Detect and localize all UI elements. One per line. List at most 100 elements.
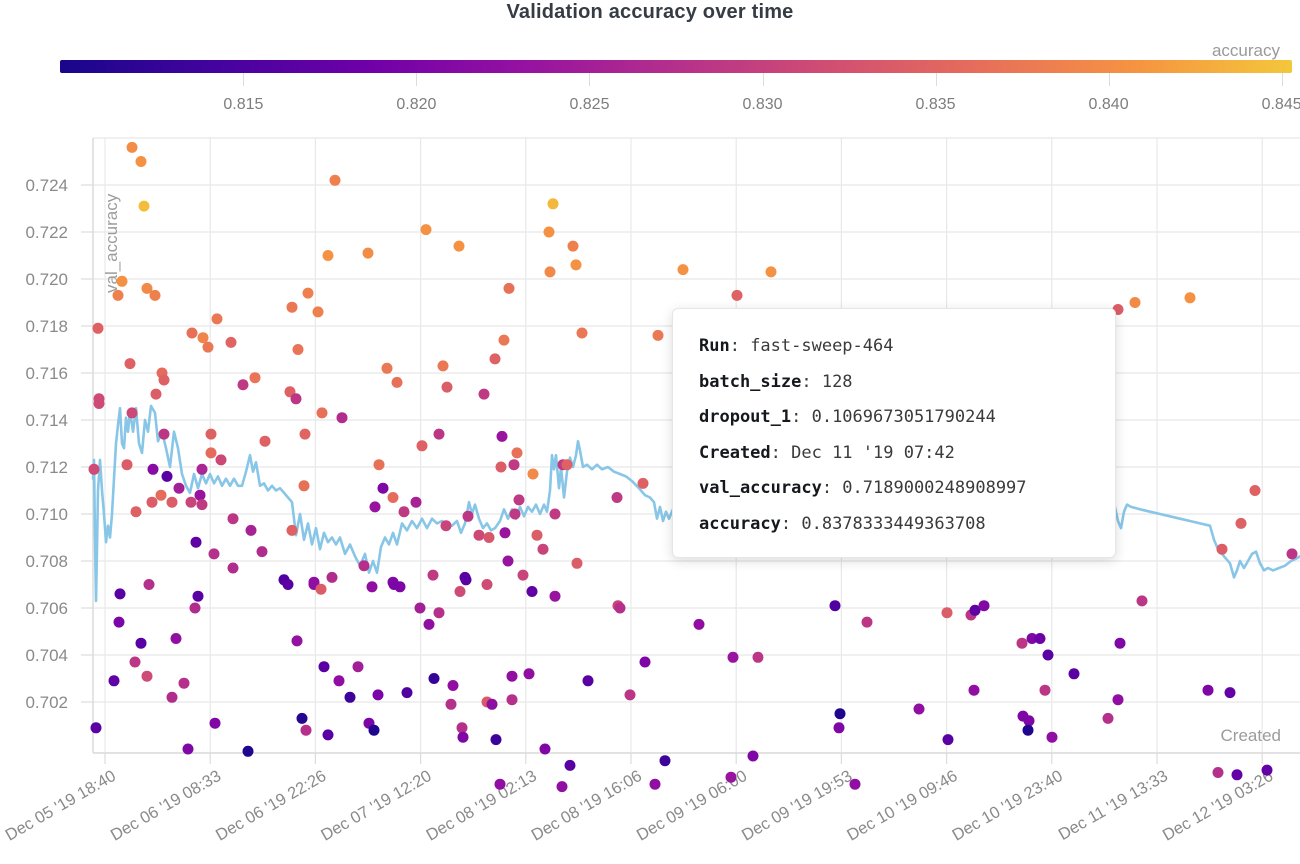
scatter-point[interactable]: [441, 381, 453, 393]
scatter-point[interactable]: [447, 680, 459, 691]
scatter-point[interactable]: [326, 571, 338, 583]
scatter-point[interactable]: [373, 459, 385, 471]
scatter-point[interactable]: [302, 287, 314, 299]
scatter-point[interactable]: [182, 743, 194, 755]
scatter-point[interactable]: [242, 745, 254, 757]
scatter-point[interactable]: [1249, 485, 1261, 496]
scatter-point[interactable]: [494, 778, 506, 790]
scatter-point[interactable]: [478, 388, 490, 400]
scatter-point[interactable]: [166, 691, 178, 703]
scatter-point[interactable]: [624, 689, 636, 701]
scatter-point[interactable]: [1016, 637, 1028, 649]
scatter-point[interactable]: [173, 482, 185, 494]
scatter-point[interactable]: [352, 661, 364, 673]
scatter-point[interactable]: [245, 524, 257, 536]
scatter-point[interactable]: [537, 543, 549, 555]
scatter-point[interactable]: [141, 670, 153, 682]
scatter-point[interactable]: [570, 259, 582, 271]
scatter-point[interactable]: [391, 376, 403, 388]
scatter-point[interactable]: [456, 722, 468, 734]
scatter-point[interactable]: [215, 454, 227, 466]
scatter-point[interactable]: [462, 510, 474, 522]
scatter-point[interactable]: [437, 360, 449, 372]
scatter-point[interactable]: [322, 729, 334, 741]
scatter-point[interactable]: [196, 463, 208, 475]
scatter-point[interactable]: [539, 743, 551, 755]
scatter-point[interactable]: [158, 428, 170, 440]
scatter-point[interactable]: [1026, 633, 1038, 644]
scatter-point[interactable]: [523, 668, 535, 680]
scatter-point[interactable]: [549, 590, 561, 602]
scatter-point[interactable]: [410, 496, 422, 508]
scatter-point[interactable]: [329, 174, 341, 186]
scatter-point[interactable]: [141, 282, 153, 294]
scatter-point[interactable]: [1224, 687, 1236, 699]
scatter-point[interactable]: [170, 633, 182, 644]
scatter-point[interactable]: [1112, 694, 1124, 706]
scatter-point[interactable]: [511, 447, 523, 459]
scatter-point[interactable]: [158, 374, 170, 386]
scatter-point[interactable]: [561, 459, 573, 471]
scatter-point[interactable]: [300, 724, 312, 736]
scatter-point[interactable]: [1022, 724, 1034, 736]
scatter-point[interactable]: [202, 341, 214, 353]
scatter-point[interactable]: [130, 506, 142, 518]
scatter-point[interactable]: [483, 532, 495, 543]
scatter-point[interactable]: [1231, 769, 1243, 781]
scatter-point[interactable]: [205, 428, 217, 440]
scatter-point[interactable]: [1023, 715, 1035, 727]
scatter-point[interactable]: [124, 358, 136, 370]
scatter-point[interactable]: [401, 687, 413, 699]
scatter-point[interactable]: [1046, 731, 1058, 743]
scatter-point[interactable]: [112, 289, 124, 301]
scatter-point[interactable]: [155, 489, 167, 501]
scatter-point[interactable]: [495, 461, 507, 473]
scatter-point[interactable]: [178, 677, 190, 689]
scatter-point[interactable]: [499, 527, 511, 539]
scatter-point[interactable]: [567, 240, 579, 252]
colorbar-gradient[interactable]: [60, 60, 1292, 73]
scatter-point[interactable]: [693, 618, 705, 630]
scatter-point[interactable]: [296, 712, 308, 724]
scatter-point[interactable]: [126, 407, 138, 419]
scatter-point[interactable]: [978, 600, 990, 612]
scatter-point[interactable]: [291, 635, 303, 647]
scatter-point[interactable]: [1212, 767, 1224, 778]
scatter-point[interactable]: [1114, 637, 1126, 649]
scatter-point[interactable]: [205, 447, 217, 459]
scatter-point[interactable]: [149, 289, 161, 301]
scatter-point[interactable]: [659, 755, 671, 767]
scatter-point[interactable]: [256, 546, 268, 558]
scatter-point[interactable]: [92, 322, 104, 334]
scatter-point[interactable]: [564, 759, 576, 771]
scatter-point[interactable]: [416, 440, 428, 452]
scatter-point[interactable]: [93, 398, 105, 409]
scatter-point[interactable]: [197, 332, 209, 344]
scatter-point[interactable]: [282, 579, 294, 590]
scatter-point[interactable]: [388, 579, 400, 590]
scatter-point[interactable]: [543, 226, 555, 238]
scatter-point[interactable]: [126, 141, 138, 153]
scatter-point[interactable]: [121, 459, 133, 471]
scatter-point[interactable]: [423, 618, 435, 630]
scatter-point[interactable]: [508, 459, 520, 471]
scatter-point[interactable]: [765, 266, 777, 278]
scatter-point[interactable]: [298, 480, 310, 492]
scatter-point[interactable]: [372, 689, 384, 701]
scatter-point[interactable]: [1034, 633, 1046, 644]
scatter-point[interactable]: [614, 602, 626, 614]
scatter-point[interactable]: [227, 562, 239, 574]
scatter-point[interactable]: [211, 313, 223, 325]
scatter-point[interactable]: [498, 334, 510, 346]
scatter-point[interactable]: [502, 555, 514, 567]
scatter-point[interactable]: [531, 529, 543, 541]
scatter-point[interactable]: [150, 388, 162, 400]
scatter-point[interactable]: [506, 694, 518, 706]
scatter-point[interactable]: [333, 675, 345, 687]
scatter-point[interactable]: [481, 579, 493, 590]
scatter-point[interactable]: [490, 734, 502, 746]
scatter-point[interactable]: [677, 264, 689, 276]
scatter-point[interactable]: [208, 548, 220, 560]
scatter-point[interactable]: [146, 496, 158, 508]
